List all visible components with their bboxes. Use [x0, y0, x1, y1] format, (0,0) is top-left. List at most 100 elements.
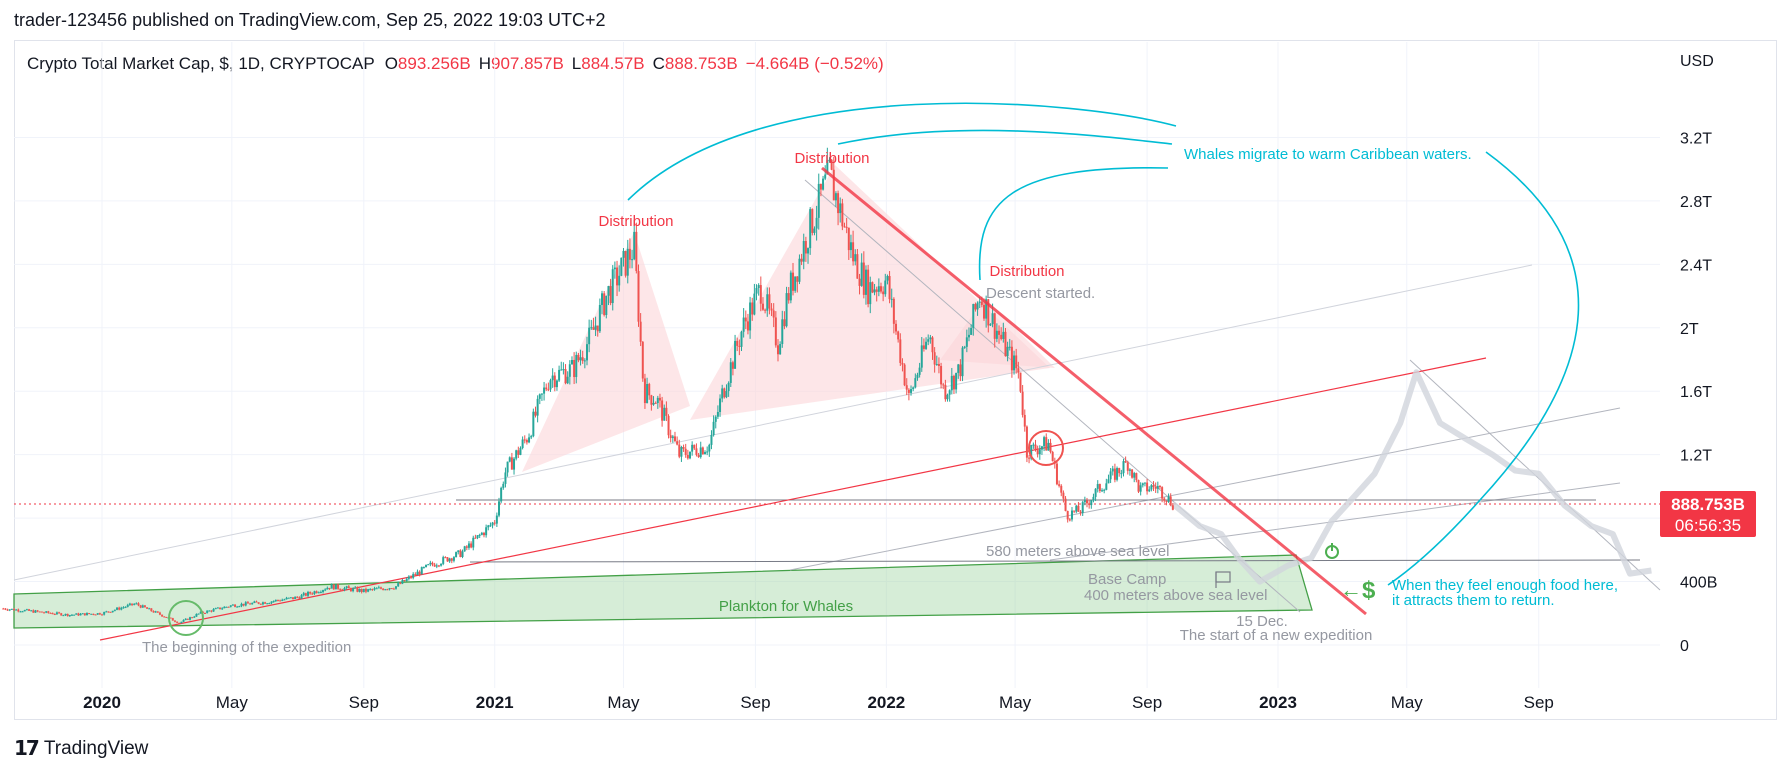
symbol-name[interactable]: Crypto Total Market Cap, $, 1D, CRYPTOCA…: [27, 54, 375, 73]
candle-body: [397, 583, 400, 587]
candle-body: [513, 458, 516, 470]
candle-body: [498, 501, 501, 516]
candle-body: [461, 551, 464, 557]
candle-body: [933, 352, 936, 365]
candle-body: [955, 372, 958, 390]
candle-body: [133, 603, 136, 605]
candle-body: [146, 607, 149, 609]
candle-body: [725, 391, 728, 398]
candle-body: [390, 588, 393, 590]
candle-body: [761, 303, 764, 310]
candle-body: [774, 317, 777, 346]
main-descending-line: [821, 166, 1367, 616]
candle-body: [534, 411, 537, 416]
current-price-text: 888.753B: [1671, 495, 1745, 514]
candle-body: [32, 610, 35, 613]
candle-body: [1008, 346, 1011, 348]
candle-body: [103, 611, 106, 615]
candle-body: [101, 614, 103, 616]
candle-body: [922, 345, 925, 349]
candle-body: [744, 317, 747, 322]
candle-body: [633, 231, 636, 260]
candle-body: [341, 589, 344, 591]
candle-body: [712, 421, 715, 436]
candle-body: [920, 345, 923, 368]
candle-body: [727, 382, 730, 392]
candle-body: [695, 448, 698, 455]
candle-body: [1038, 449, 1041, 455]
candle-body: [626, 248, 629, 276]
candle-body: [88, 613, 91, 615]
candle-body: [358, 589, 361, 592]
candle-body: [195, 613, 198, 617]
candle-body: [283, 599, 286, 601]
candle-body: [255, 601, 258, 603]
candle-body: [120, 607, 123, 610]
candle-body: [927, 339, 930, 342]
candle-body: [551, 375, 554, 381]
descent-guide-line: [804, 179, 1301, 613]
candle-body: [478, 534, 481, 536]
candle-body: [10, 608, 13, 610]
candle-body: [1058, 484, 1061, 486]
candle-body: [156, 611, 159, 613]
candle-body: [223, 606, 226, 609]
candle-body: [579, 357, 582, 361]
base-camp-label: Base Camp: [1088, 571, 1166, 588]
candle-body: [4, 608, 7, 610]
candle-body: [377, 587, 380, 589]
candle-body: [830, 159, 833, 170]
candle-body: [611, 269, 614, 304]
candle-body: [970, 327, 973, 335]
tradingview-logo[interactable]: 𝟭𝟳 TradingView: [14, 736, 148, 761]
candle-body: [809, 209, 812, 249]
candle-body: [300, 595, 303, 599]
candle-body: [721, 388, 724, 399]
candle-body: [64, 613, 67, 616]
candle-body: [573, 359, 576, 378]
candle-body: [324, 589, 327, 591]
chart-frame[interactable]: [14, 40, 1777, 720]
candle-body: [800, 258, 803, 262]
candle-body: [25, 609, 28, 611]
candle-body: [1126, 462, 1129, 471]
candle-body: [291, 597, 294, 599]
candle-body: [852, 242, 855, 262]
candle-body: [23, 610, 26, 612]
candle-body: [508, 457, 511, 462]
candle-body: [998, 330, 1001, 335]
candle-body: [985, 299, 988, 319]
candle-body: [2, 608, 5, 610]
candle-body: [261, 602, 264, 605]
candle-body: [847, 227, 850, 251]
candle-body: [886, 276, 889, 281]
candle-body: [1051, 452, 1054, 462]
candle-body: [176, 621, 179, 623]
candle-body: [746, 321, 749, 331]
y-tick-label-2: 1.2T: [1680, 448, 1712, 465]
candle-body: [427, 564, 430, 566]
candle-body: [489, 525, 492, 527]
low-value: 884.57B: [581, 54, 645, 73]
low-label: L: [571, 54, 582, 73]
candle-body: [60, 613, 63, 616]
candle-body: [276, 599, 279, 601]
y-tick-label-5: 2.4T: [1680, 257, 1712, 274]
candle-body: [83, 613, 86, 616]
tradingview-brand: TradingView: [43, 737, 149, 759]
candle-body: [864, 269, 867, 295]
candle-body: [446, 557, 449, 562]
candle-body: [51, 613, 54, 615]
candle-body: [776, 345, 779, 355]
candle-body: [845, 226, 848, 228]
candle-body: [605, 295, 608, 315]
candle-body: [646, 384, 649, 404]
candle-body: [1167, 496, 1170, 502]
candle-body: [491, 522, 494, 526]
candle-body: [264, 602, 267, 604]
candle-body: [442, 557, 445, 564]
candle-body: [652, 402, 655, 405]
candle-body: [895, 323, 898, 332]
candle-body: [995, 330, 998, 339]
